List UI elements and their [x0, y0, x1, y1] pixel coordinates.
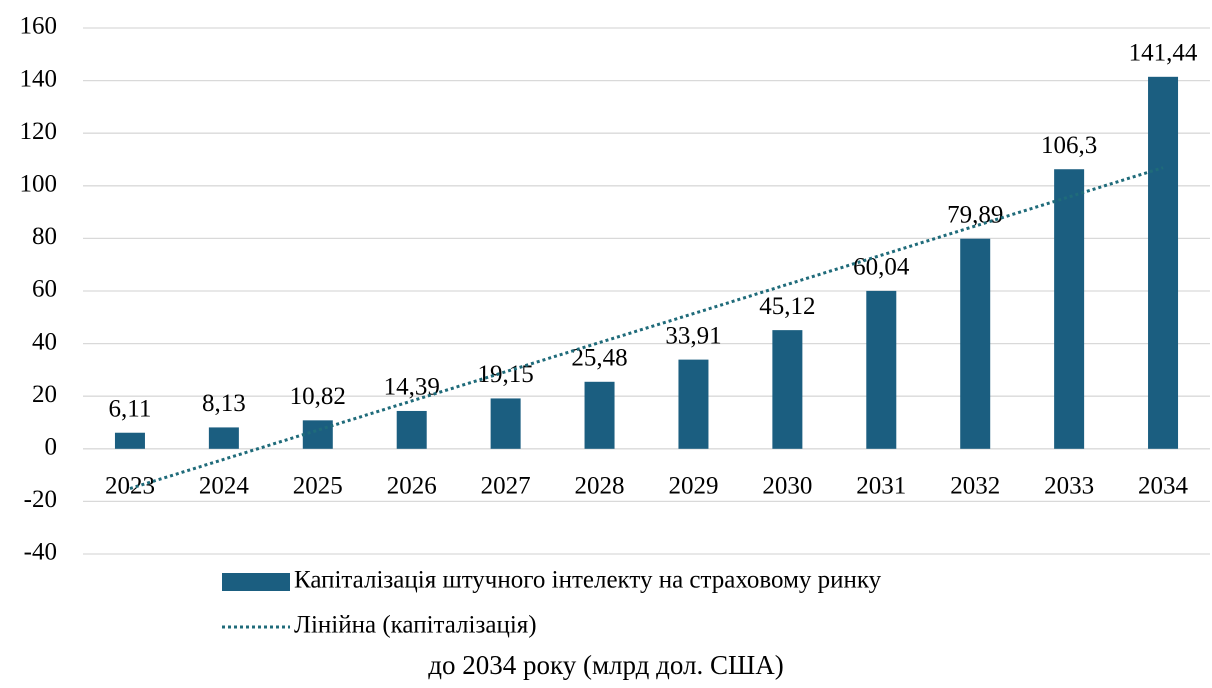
y-tick-label: 40: [32, 328, 57, 355]
bar: [772, 330, 803, 449]
data-label: 10,82: [290, 383, 346, 410]
trend-line: [129, 166, 1164, 490]
bar: [678, 359, 709, 449]
x-tick-label: 2030: [762, 473, 812, 500]
data-label: 14,39: [384, 374, 440, 401]
bar: [866, 290, 897, 449]
data-label: 8,13: [202, 390, 246, 417]
data-label: 106,3: [1041, 132, 1097, 159]
data-label: 6,11: [109, 395, 152, 422]
data-label: 19,15: [478, 361, 534, 388]
y-tick-label: 120: [20, 118, 58, 145]
x-tick-label: 2031: [856, 473, 906, 500]
data-label: 141,44: [1129, 40, 1198, 67]
x-tick-label: 2029: [668, 473, 718, 500]
data-label: 25,48: [571, 345, 627, 372]
x-tick-label: 2027: [481, 473, 531, 500]
x-tick-label: 2032: [950, 473, 1000, 500]
x-tick-label: 2033: [1044, 473, 1094, 500]
x-tick-label: 2026: [387, 473, 437, 500]
bar: [1054, 169, 1085, 449]
y-tick-label: 60: [32, 276, 57, 303]
bar: [960, 238, 991, 449]
bar: [396, 410, 427, 449]
legend-label: Лінійна (капіталізація): [294, 612, 537, 639]
y-tick-label: 80: [32, 223, 57, 250]
y-tick-label: 100: [20, 171, 58, 198]
bar: [1148, 76, 1179, 449]
data-label: 45,12: [759, 293, 815, 320]
x-tick-label: 2024: [199, 473, 250, 500]
x-tick-label: 2025: [293, 473, 343, 500]
data-label: 79,89: [947, 201, 1003, 228]
legend-swatch: [222, 573, 290, 591]
x-tick-label: 2034: [1138, 473, 1189, 500]
data-label: 60,04: [853, 254, 910, 281]
x-tick-label: 2028: [575, 473, 625, 500]
x-tick-label: 2023: [105, 473, 155, 500]
chart-title: до 2034 року (млрд дол. США): [428, 650, 784, 680]
bar: [114, 432, 145, 449]
bar: [490, 398, 521, 449]
y-tick-label: 160: [20, 13, 58, 40]
bar: [208, 427, 239, 449]
bar: [302, 420, 333, 449]
y-tick-label: 0: [45, 434, 58, 461]
y-tick-label: -20: [24, 486, 57, 513]
y-tick-label: 140: [20, 65, 58, 92]
y-tick-label: 20: [32, 381, 57, 408]
bar: [584, 381, 615, 449]
data-label: 33,91: [665, 322, 721, 349]
legend-label: Капіталізація штучного інтелекту на стра…: [294, 567, 882, 594]
y-tick-label: -40: [24, 539, 57, 566]
